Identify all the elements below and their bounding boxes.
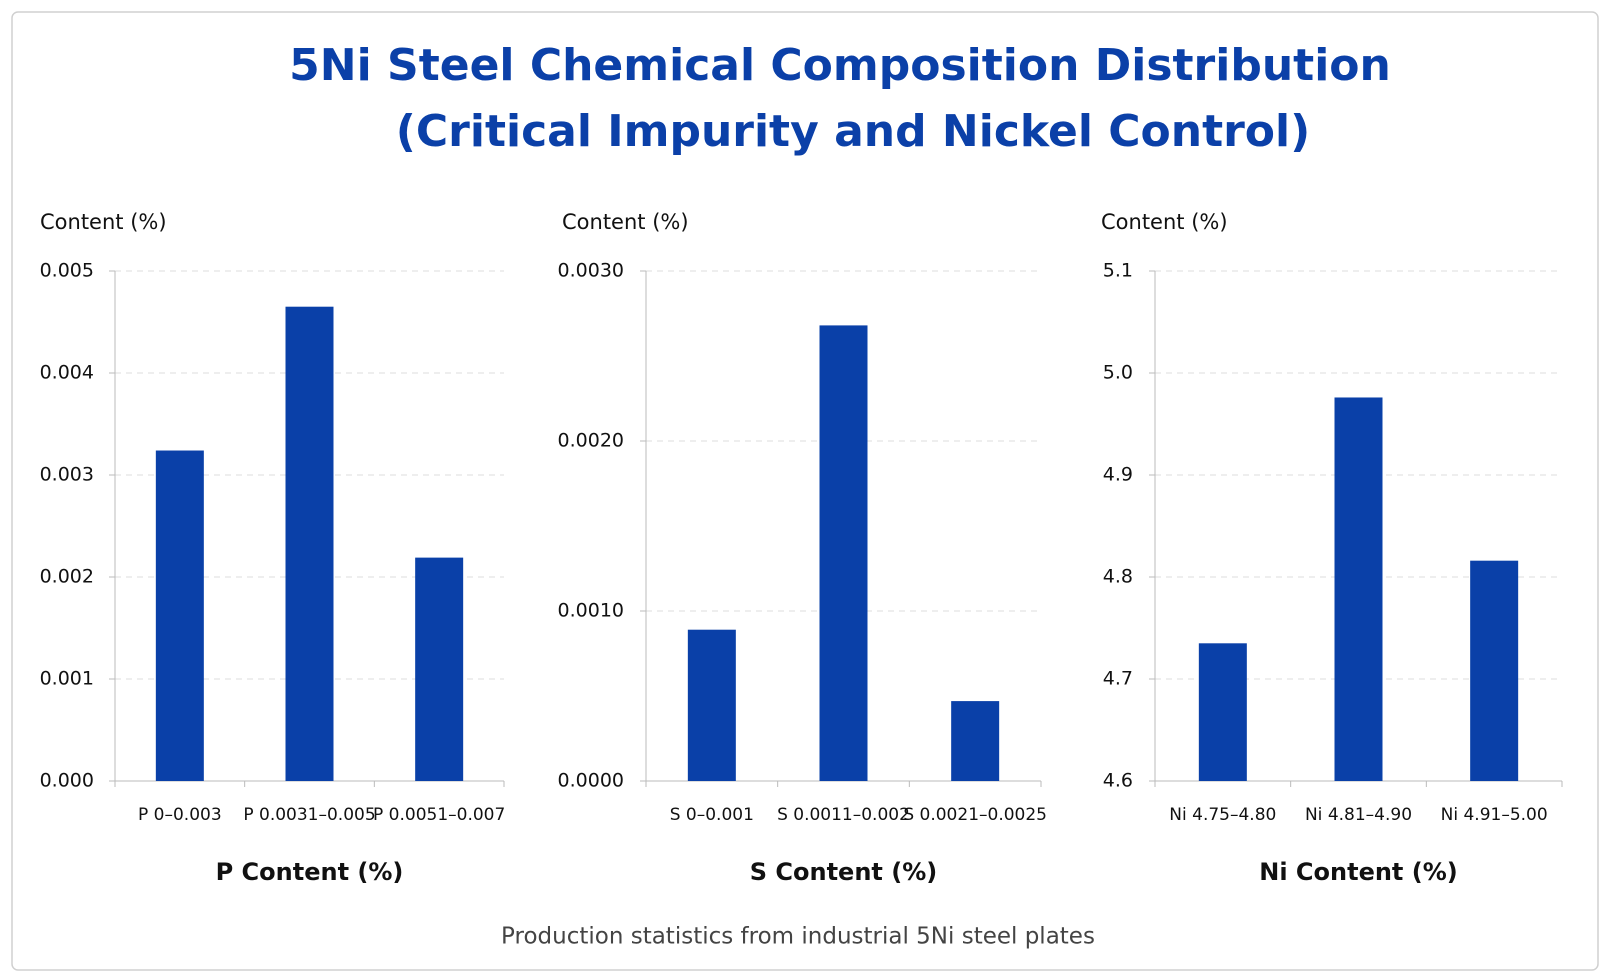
y-tick-label: 4.9: [1103, 464, 1133, 486]
y-axis-label: Content (%): [562, 210, 689, 234]
bar: [1198, 643, 1247, 781]
bar: [1334, 397, 1383, 781]
x-tick-label: S 0.0011–0.002: [777, 805, 910, 825]
chart-title: 5Ni Steel Chemical Composition Distribut…: [289, 40, 1391, 91]
y-tick-label: 0.0020: [558, 430, 624, 452]
y-tick-label: 0.004: [40, 362, 94, 384]
y-tick-label: 0.0030: [558, 260, 624, 282]
x-tick-label: Ni 4.91–5.00: [1441, 805, 1548, 825]
x-axis-label: P Content (%): [216, 858, 404, 886]
x-axis-label: S Content (%): [750, 858, 937, 886]
y-tick-label: 0.001: [40, 668, 94, 690]
bar: [415, 557, 464, 781]
y-tick-label: 4.6: [1103, 770, 1133, 792]
x-tick-label: S 0–0.001: [670, 805, 754, 825]
y-tick-label: 5.0: [1103, 362, 1133, 384]
y-tick-label: 4.8: [1103, 566, 1133, 588]
bar: [687, 629, 736, 781]
y-tick-label: 5.1: [1103, 260, 1133, 282]
y-tick-label: 4.7: [1103, 668, 1133, 690]
chart-title: (Critical Impurity and Nickel Control): [396, 106, 1310, 157]
y-tick-label: 0.003: [40, 464, 94, 486]
bar: [819, 325, 868, 781]
bar: [951, 701, 1000, 781]
y-tick-label: 0.0010: [558, 600, 624, 622]
x-tick-label: Ni 4.81–4.90: [1305, 805, 1412, 825]
y-axis-label: Content (%): [1101, 210, 1228, 234]
x-tick-label: Ni 4.75–4.80: [1169, 805, 1276, 825]
y-tick-label: 0.000: [40, 770, 94, 792]
y-tick-label: 0.002: [40, 566, 94, 588]
x-tick-label: P 0–0.003: [138, 805, 222, 825]
x-tick-label: P 0.0051–0.007: [373, 805, 505, 825]
y-tick-label: 0.005: [40, 260, 94, 282]
x-tick-label: P 0.0031–0.005: [243, 805, 375, 825]
footnote: Production statistics from industrial 5N…: [501, 924, 1095, 950]
bar: [285, 306, 334, 781]
x-tick-label: S 0.0021–0.0025: [903, 805, 1047, 825]
y-axis-label: Content (%): [40, 210, 167, 234]
bar: [155, 450, 204, 781]
bar: [1470, 560, 1519, 781]
x-axis-label: Ni Content (%): [1259, 858, 1458, 886]
y-tick-label: 0.0000: [558, 770, 624, 792]
